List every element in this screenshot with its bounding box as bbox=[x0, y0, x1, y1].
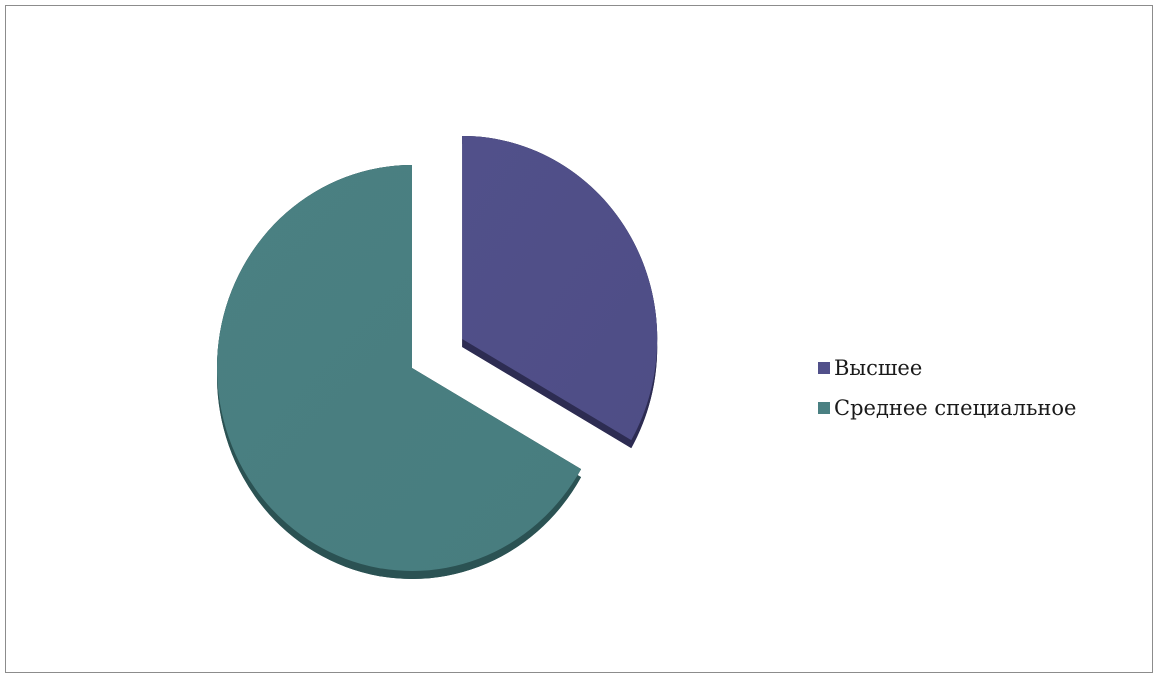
pie-slice-Высшее bbox=[462, 135, 658, 441]
legend-swatch bbox=[818, 362, 830, 374]
legend: Высшее Среднее специальное bbox=[818, 348, 1076, 428]
legend-swatch bbox=[818, 402, 830, 414]
pie-slice-Среднее специальное bbox=[217, 165, 582, 571]
pie-slice-edge bbox=[462, 135, 658, 449]
legend-label: Высшее bbox=[834, 356, 923, 380]
legend-item-среднее-специальное: Среднее специальное bbox=[818, 388, 1076, 428]
legend-item-высшее: Высшее bbox=[818, 348, 1076, 388]
legend-label: Среднее специальное bbox=[834, 396, 1077, 420]
